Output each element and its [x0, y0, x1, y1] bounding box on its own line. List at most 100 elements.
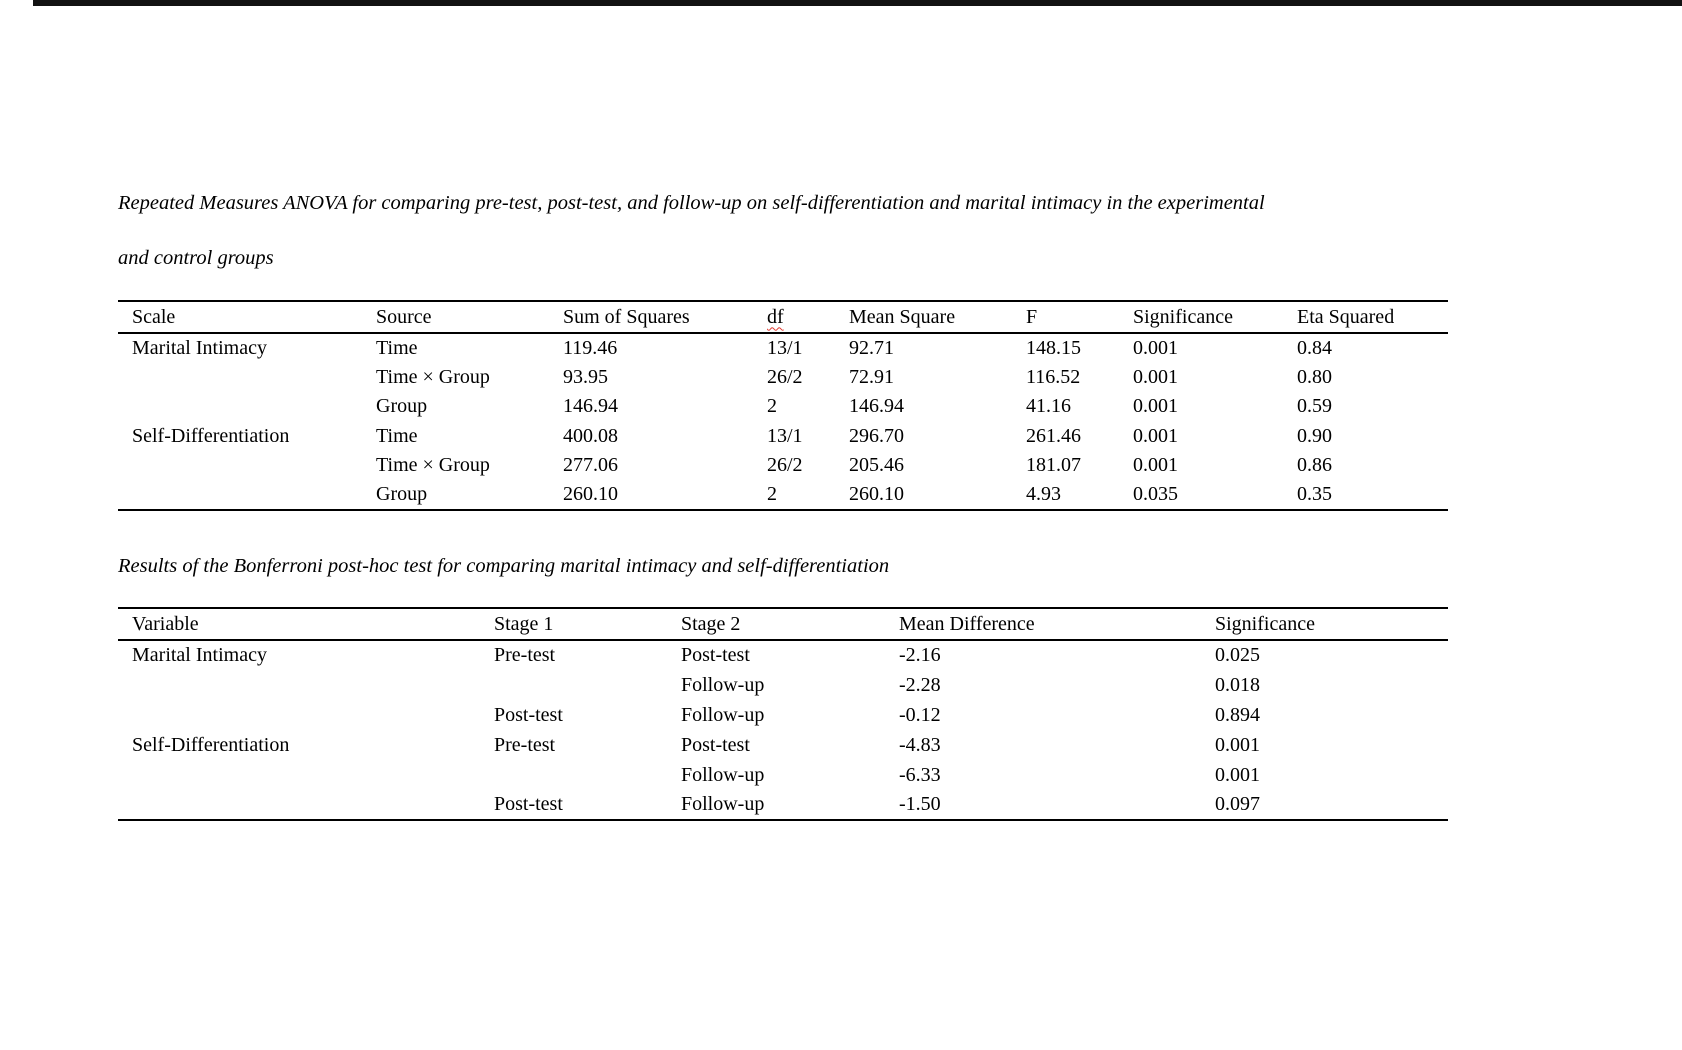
- cell: 0.59: [1297, 395, 1332, 418]
- cell: 0.001: [1133, 365, 1178, 388]
- anova-table-caption-line-1: Repeated Measures ANOVA for comparing pr…: [118, 192, 1265, 214]
- cell: 0.84: [1297, 336, 1332, 359]
- table-row: Group 146.94 2 146.94 41.16 0.001 0.59: [118, 392, 1448, 422]
- cell: 0.90: [1297, 424, 1332, 447]
- cell: Pre-test: [494, 733, 556, 756]
- cell: Group: [376, 395, 428, 418]
- column-header-label: Stage 2: [681, 612, 741, 635]
- cell: 0.025: [1215, 644, 1260, 666]
- cell: Follow-up: [681, 673, 765, 696]
- column-header-f: F: [1012, 301, 1119, 333]
- cell: 148.15: [1026, 336, 1081, 359]
- cell: 26/2: [767, 454, 803, 477]
- column-header-mean-difference: Mean Difference: [885, 608, 1201, 640]
- cell: [118, 760, 480, 790]
- cell: [118, 451, 362, 481]
- column-header-source: Source: [362, 301, 549, 333]
- cell: Follow-up: [681, 763, 765, 786]
- cell: Post-test: [494, 703, 563, 726]
- cell: 181.07: [1026, 454, 1081, 477]
- cell: -1.50: [899, 793, 941, 815]
- cell: [118, 700, 480, 730]
- cell: 0.001: [1133, 424, 1178, 447]
- cell: 0.035: [1133, 483, 1178, 506]
- table-header-row: Scale Source Sum of Squares df Mean Square F S…: [118, 301, 1448, 333]
- cell: 2: [767, 395, 777, 418]
- cell: Time × Group: [376, 365, 490, 388]
- cell: Follow-up: [681, 703, 765, 726]
- table-row: Post-test Follow-up -0.12 0.894: [118, 700, 1448, 730]
- column-header-label: df: [767, 305, 784, 328]
- cell: 0.80: [1297, 365, 1332, 388]
- cell: -2.16: [899, 644, 941, 666]
- cell: -2.28: [899, 673, 941, 696]
- cell: 205.46: [849, 454, 904, 477]
- cell: 0.35: [1297, 483, 1332, 506]
- window-edge-bar: [33, 0, 1682, 6]
- table-header-row: Variable Stage 1 Stage 2 Mean Difference Sig…: [118, 608, 1448, 640]
- cell: 92.71: [849, 336, 894, 359]
- anova-table-caption-line-2: and control groups: [118, 247, 274, 269]
- cell: 146.94: [563, 395, 618, 418]
- column-header-df: df: [753, 301, 835, 333]
- cell: 0.001: [1133, 336, 1178, 359]
- cell: -4.83: [899, 733, 941, 756]
- cell: 13/1: [767, 336, 803, 359]
- cell: [480, 670, 667, 700]
- cell: Time: [376, 336, 418, 359]
- column-header-significance: Significance: [1119, 301, 1283, 333]
- cell: 119.46: [563, 336, 618, 359]
- table-row: Post-test Follow-up -1.50 0.097: [118, 790, 1448, 820]
- cell: -6.33: [899, 763, 941, 786]
- column-header-variable: Variable: [118, 608, 480, 640]
- column-header-stage-1: Stage 1: [480, 608, 667, 640]
- table-row: Group 260.10 2 260.10 4.93 0.035 0.35: [118, 481, 1448, 511]
- column-header-scale: Scale: [118, 301, 362, 333]
- table-row: Time × Group 93.95 26/2 72.91 116.52 0.001 0.8…: [118, 363, 1448, 393]
- cell: Pre-test: [494, 644, 556, 666]
- column-header-label: Scale: [132, 305, 176, 328]
- column-header-mean-square: Mean Square: [835, 301, 1012, 333]
- column-header-label: F: [1026, 305, 1038, 328]
- cell: 400.08: [563, 424, 618, 447]
- cell: [480, 760, 667, 790]
- cell: Time × Group: [376, 454, 490, 477]
- cell: 13/1: [767, 424, 803, 447]
- cell: Post-test: [681, 733, 750, 756]
- cell: Self-Differentiation: [132, 733, 290, 756]
- cell: 261.46: [1026, 424, 1081, 447]
- column-header-eta-squared: Eta Squared: [1283, 301, 1448, 333]
- cell: [118, 392, 362, 422]
- cell: 72.91: [849, 365, 894, 388]
- column-header-label: Eta Squared: [1297, 305, 1395, 328]
- cell: 116.52: [1026, 365, 1081, 388]
- column-header-label: Mean Square: [849, 305, 956, 328]
- cell: 0.001: [1133, 395, 1178, 418]
- table-row: Follow-up -2.28 0.018: [118, 670, 1448, 700]
- cell: 0.001: [1215, 733, 1260, 756]
- column-header-stage-2: Stage 2: [667, 608, 885, 640]
- cell: Post-test: [681, 644, 750, 666]
- table-row: Marital Intimacy Time 119.46 13/1 92.71 148.1…: [118, 333, 1448, 363]
- column-header-sum-of-squares: Sum of Squares: [549, 301, 753, 333]
- cell: 146.94: [849, 395, 904, 418]
- column-header-label: Stage 1: [494, 612, 554, 635]
- cell: 2: [767, 483, 777, 506]
- cell: 260.10: [849, 483, 904, 506]
- cell: 0.894: [1215, 703, 1260, 726]
- cell: [118, 481, 362, 511]
- column-header-label: Sum of Squares: [563, 305, 690, 328]
- cell: Follow-up: [681, 793, 765, 815]
- cell: [118, 363, 362, 393]
- table-row: Marital Intimacy Pre-test Post-test -2.16 0.…: [118, 640, 1448, 670]
- cell: 41.16: [1026, 395, 1071, 418]
- column-header-label: Variable: [132, 612, 199, 635]
- column-header-label: Significance: [1133, 305, 1233, 328]
- cell: 0.097: [1215, 793, 1260, 815]
- column-header-label: Significance: [1215, 612, 1315, 635]
- anova-table: Scale Source Sum of Squares df Mean Square F S…: [118, 300, 1448, 511]
- table-row: Follow-up -6.33 0.001: [118, 760, 1448, 790]
- cell: 277.06: [563, 454, 618, 477]
- cell: Marital Intimacy: [132, 336, 267, 359]
